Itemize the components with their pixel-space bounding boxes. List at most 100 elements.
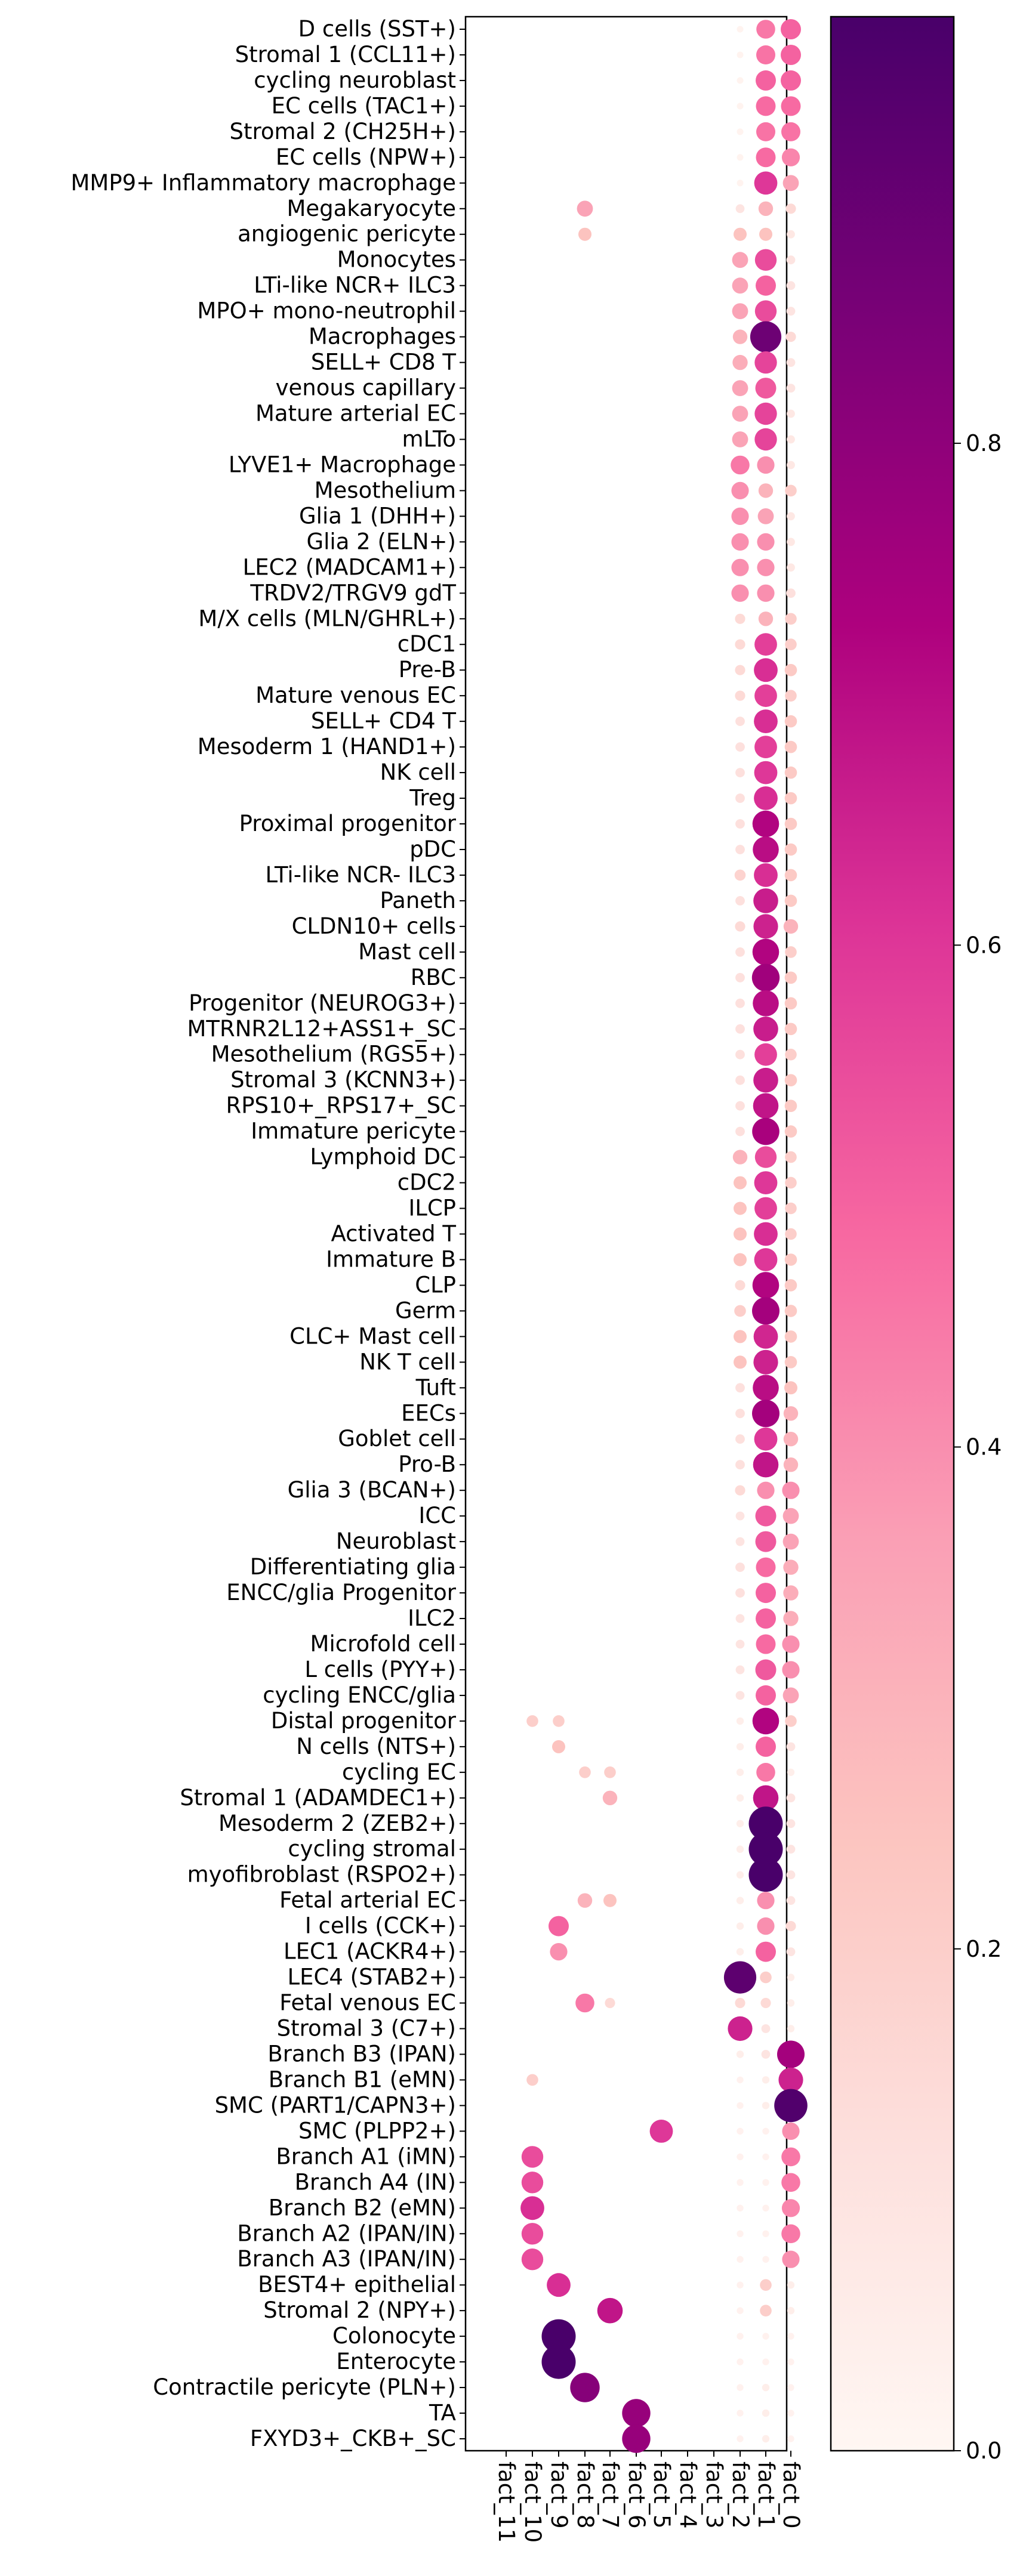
dot bbox=[753, 1785, 779, 1811]
dot bbox=[605, 1997, 615, 2009]
dot bbox=[787, 2281, 795, 2289]
dot bbox=[787, 230, 795, 239]
row-label: MPO+ mono-neutrophil bbox=[197, 298, 456, 324]
row-label: cDC2 bbox=[398, 1170, 456, 1196]
dot bbox=[756, 1736, 776, 1757]
row-label: Germ bbox=[395, 1298, 456, 1323]
dot bbox=[758, 611, 774, 626]
dot bbox=[756, 1685, 776, 1706]
row-label: Enterocyte bbox=[336, 2349, 456, 2374]
dot bbox=[757, 1917, 775, 1935]
dot bbox=[781, 70, 801, 91]
dot bbox=[783, 919, 799, 934]
dot bbox=[781, 19, 801, 39]
column-label: fact_7 bbox=[597, 2461, 623, 2529]
dot bbox=[737, 103, 744, 110]
row-label: Lymphoid DC bbox=[310, 1144, 456, 1170]
dot bbox=[787, 2358, 794, 2365]
row-label: Fetal arterial EC bbox=[279, 1888, 456, 1913]
dot bbox=[782, 1635, 800, 1653]
dot bbox=[786, 358, 796, 367]
dot bbox=[762, 2179, 769, 2186]
dot bbox=[737, 2358, 744, 2365]
dot bbox=[762, 2333, 769, 2340]
dot bbox=[757, 456, 775, 474]
dot bbox=[786, 1870, 796, 1880]
row-label: RPS10+_RPS17+_SC bbox=[226, 1093, 456, 1119]
dot bbox=[521, 2223, 544, 2245]
row-label: Stromal 1 (ADAMDEC1+) bbox=[180, 1785, 456, 1811]
dot bbox=[756, 1583, 776, 1604]
row-label: Stromal 2 (CH25H+) bbox=[229, 119, 456, 144]
dot bbox=[622, 2399, 651, 2427]
dot bbox=[603, 1894, 617, 1907]
dot bbox=[521, 2146, 544, 2168]
dot bbox=[787, 409, 795, 418]
dot bbox=[731, 533, 749, 551]
dot bbox=[737, 51, 744, 58]
dot bbox=[787, 2410, 794, 2417]
dot bbox=[735, 1665, 745, 1675]
row-label: Branch A4 (IN) bbox=[295, 2169, 456, 2195]
dot bbox=[784, 843, 797, 856]
row-label: Megakaryocyte bbox=[286, 196, 456, 221]
row-label: Tuft bbox=[415, 1375, 456, 1400]
dot bbox=[762, 2256, 769, 2263]
dot bbox=[760, 1971, 772, 1984]
dot bbox=[786, 1896, 796, 1905]
dot bbox=[752, 1272, 779, 1299]
dot bbox=[786, 1742, 796, 1752]
row-label: pDC bbox=[409, 836, 456, 862]
dot bbox=[735, 1024, 745, 1034]
dot bbox=[754, 1146, 777, 1168]
row-label: angiogenic pericyte bbox=[238, 221, 456, 247]
dot bbox=[782, 2250, 800, 2268]
dot bbox=[737, 2435, 744, 2442]
dot bbox=[785, 484, 797, 497]
dot bbox=[784, 971, 797, 984]
dot bbox=[736, 1948, 744, 1956]
dot bbox=[735, 1280, 745, 1290]
row-label: Branch A1 (iMN) bbox=[276, 2143, 456, 2169]
dot bbox=[756, 1608, 776, 1629]
dot bbox=[777, 2040, 805, 2068]
row-label: myofibroblast (RSPO2+) bbox=[187, 1862, 456, 1888]
dot bbox=[752, 1297, 779, 1325]
dot bbox=[783, 1457, 799, 1472]
row-label: Goblet cell bbox=[338, 1426, 456, 1451]
dot bbox=[754, 351, 777, 374]
dot bbox=[521, 2172, 544, 2194]
row-label: LEC2 (MADCAM1+) bbox=[243, 554, 456, 580]
dot bbox=[753, 1375, 779, 1401]
row-label: CLDN10+ cells bbox=[292, 913, 456, 939]
dot bbox=[728, 2016, 753, 2041]
dot bbox=[737, 2384, 744, 2391]
dot bbox=[786, 1793, 796, 1803]
column-label: fact_9 bbox=[546, 2461, 572, 2529]
dot bbox=[778, 2067, 803, 2092]
dot bbox=[735, 1409, 745, 1419]
dot bbox=[756, 1941, 776, 1962]
colorbar-tick-label: 0.8 bbox=[966, 430, 1002, 456]
dot bbox=[758, 483, 774, 498]
dot bbox=[734, 1176, 747, 1190]
dot bbox=[602, 1790, 618, 1805]
dot bbox=[736, 2050, 744, 2058]
dot bbox=[754, 633, 777, 656]
row-label: RBC bbox=[411, 965, 456, 990]
row-label: Branch B2 (eMN) bbox=[269, 2195, 456, 2220]
dot bbox=[784, 997, 797, 1010]
dot bbox=[784, 766, 797, 779]
dot bbox=[784, 1099, 797, 1112]
row-label: venous capillary bbox=[276, 375, 456, 401]
dot bbox=[735, 1639, 745, 1649]
row-label: Treg bbox=[409, 785, 456, 811]
dot bbox=[783, 1559, 799, 1575]
dot bbox=[723, 1961, 757, 1994]
dot bbox=[756, 96, 776, 116]
dot bbox=[784, 1074, 797, 1086]
plot-area: D cells (SST+)Stromal 1 (CCL11+)cycling … bbox=[70, 16, 808, 2543]
dot bbox=[783, 1611, 799, 1626]
row-label: NK T cell bbox=[359, 1349, 456, 1375]
